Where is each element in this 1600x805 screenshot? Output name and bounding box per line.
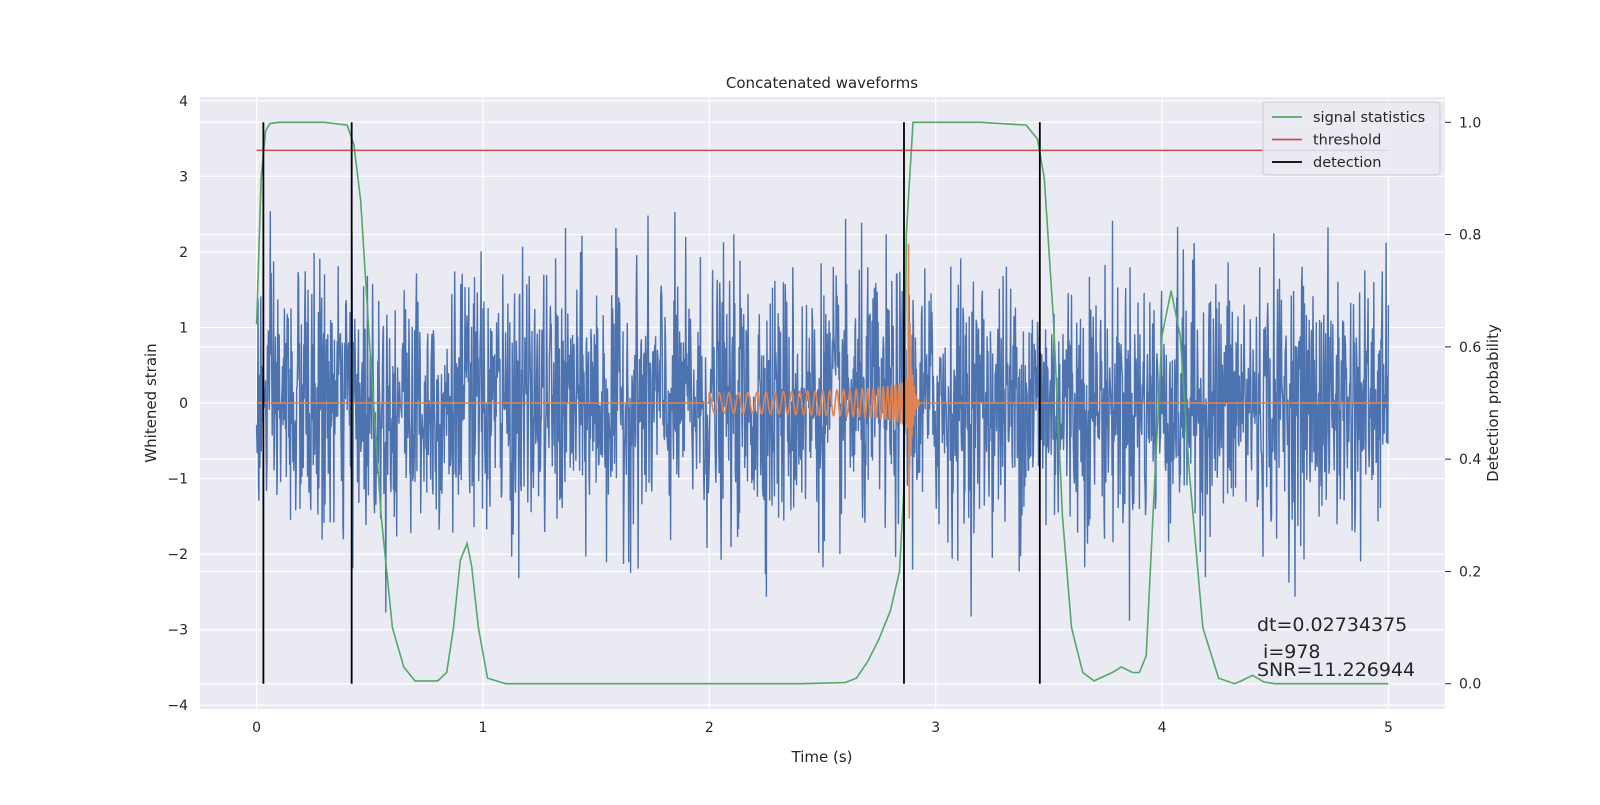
annotation-dt: dt=0.02734375 [1257,614,1407,636]
y-tick-label: 4 [179,94,188,110]
x-axis-label: Time (s) [791,748,853,766]
series-noise-line [255,211,1390,621]
x-tick-label: 4 [1158,720,1167,736]
x-tick-label: 0 [252,720,261,736]
x-tick-label: 3 [931,720,940,736]
y-right-tick-label: 0.2 [1459,564,1481,580]
plot-area [255,121,1390,685]
legend-box [1262,101,1441,176]
y-tick-label: 2 [179,245,188,261]
x-tick-label: 1 [478,720,487,736]
legend-detection-label: detection [1313,155,1381,171]
legend-signal-statistics-label: signal statistics [1313,110,1425,126]
legend: signal statistics threshold detection [1262,101,1441,176]
y-right-tick-label: 0.8 [1459,228,1481,244]
y-right-tick-label: 1.0 [1459,115,1481,131]
y-tick-label: −1 [167,472,188,488]
axis-ticks: 0 1 2 3 4 5 −4 −3 −2 −1 0 1 2 3 4 0.0 0.2 0.4 0.6 0.8 1.0 [167,94,1481,736]
y-tick-label: −4 [167,698,188,714]
x-tick-label: 5 [1384,720,1393,736]
y-tick-label: 3 [179,169,188,185]
y-right-tick-label: 0.0 [1459,677,1481,693]
y-right-tick-label: 0.4 [1459,452,1481,468]
y-tick-label: 0 [179,396,188,412]
series-chirp-line [256,243,1389,519]
y-tick-label: −3 [167,623,188,639]
grid-lines [200,97,1445,709]
y-axis-label: Whitened strain [142,343,160,462]
annotation-index: i=978 [1257,641,1321,663]
y-tick-label: 1 [179,320,188,336]
annotation-snr: SNR=11.226944 [1257,659,1415,681]
series-detection-lines [262,122,1041,684]
y-right-tick-label: 0.6 [1459,340,1481,356]
y-tick-label: −2 [167,547,188,563]
x-tick-label: 2 [705,720,714,736]
chart-title: Concatenated waveforms [726,74,918,92]
y-axis-right-label: Detection probability [1484,324,1502,482]
legend-threshold-label: threshold [1313,133,1381,149]
series-signal-statistics-line [255,121,1389,685]
